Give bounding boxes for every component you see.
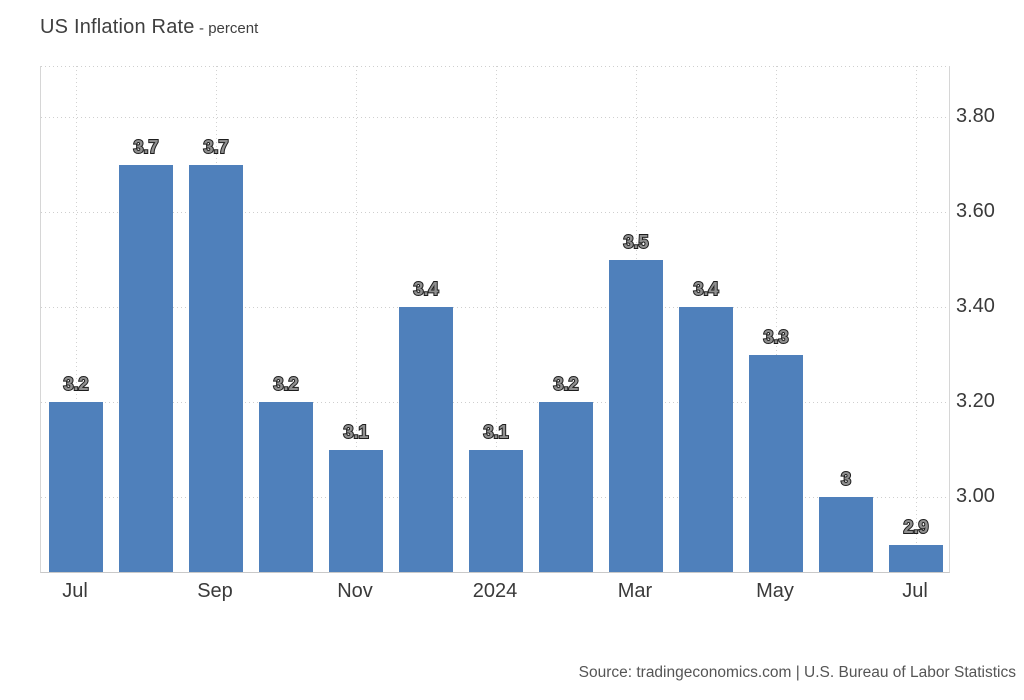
- bar: [819, 497, 873, 572]
- bar: [539, 402, 593, 572]
- bar-value-label: 3.1: [482, 421, 509, 443]
- y-axis-tick-label: 3.80: [956, 105, 995, 128]
- x-axis-tick-label: Jul: [902, 580, 928, 602]
- bar: [49, 402, 103, 572]
- gridline-horizontal: [41, 307, 949, 309]
- bar-value-label: 3.2: [272, 373, 299, 395]
- bar-value-label: 3.3: [762, 326, 789, 348]
- bar: [679, 307, 733, 572]
- bar: [119, 164, 173, 572]
- bar-value-label: 2.9: [902, 516, 929, 538]
- bar: [399, 307, 453, 572]
- bar: [749, 354, 803, 572]
- gridline-vertical: [76, 66, 77, 572]
- plot-top-border: [41, 66, 949, 67]
- y-axis-tick-label: 3.60: [956, 200, 995, 223]
- gridline-vertical: [356, 66, 357, 572]
- bar-value-label: 3.2: [552, 373, 579, 395]
- bar: [609, 259, 663, 572]
- gridline-horizontal: [41, 117, 949, 119]
- x-axis: Jul Sep Nov 2024 Mar May Jul: [40, 572, 948, 606]
- x-axis-tick-label: Mar: [617, 580, 653, 602]
- bar-value-label: 3.4: [692, 278, 719, 300]
- gridline-vertical: [776, 66, 777, 572]
- bar: [259, 402, 313, 572]
- y-axis-tick-label: 3.40: [956, 295, 995, 318]
- gridline-horizontal: [41, 212, 949, 214]
- gridline-vertical: [496, 66, 497, 572]
- source-note: Source: tradingeconomics.com | U.S. Bure…: [578, 664, 1016, 681]
- chart-title-text: US Inflation Rate: [40, 16, 195, 38]
- y-axis-tick-label: 3.00: [956, 485, 995, 508]
- chart-subtitle-text: - percent: [199, 20, 259, 37]
- bar-value-label: 3.7: [202, 136, 229, 158]
- x-axis-tick-label: May: [756, 580, 794, 602]
- bar-value-label: 3.5: [622, 231, 649, 253]
- x-axis-tick-label: Jul: [62, 580, 88, 602]
- x-axis-tick-label: Sep: [197, 580, 233, 602]
- chart-title: US Inflation Rate - percent: [40, 16, 258, 39]
- x-axis-tick-label: Nov: [337, 580, 373, 602]
- y-axis: 3.00 3.20 3.40 3.60 3.80: [956, 66, 1022, 572]
- bar-value-label: 3.2: [62, 373, 89, 395]
- bar: [889, 544, 943, 572]
- bar: [189, 164, 243, 572]
- bar-value-label: 3: [840, 468, 852, 490]
- bar-value-label: 3.7: [132, 136, 159, 158]
- bar: [469, 449, 523, 572]
- gridline-horizontal: [41, 402, 949, 404]
- gridline-vertical: [916, 66, 917, 572]
- y-axis-tick-label: 3.20: [956, 390, 995, 413]
- bar-value-label: 3.4: [412, 278, 439, 300]
- plot-area: 3.2 3.7 3.7 3.2 3.1 3.4 3.1 3.2 3.5 3.4 3.3 3 2.9: [40, 66, 950, 573]
- x-axis-tick-label: 2024: [472, 580, 518, 602]
- bar-value-label: 3.1: [342, 421, 369, 443]
- bar: [329, 449, 383, 572]
